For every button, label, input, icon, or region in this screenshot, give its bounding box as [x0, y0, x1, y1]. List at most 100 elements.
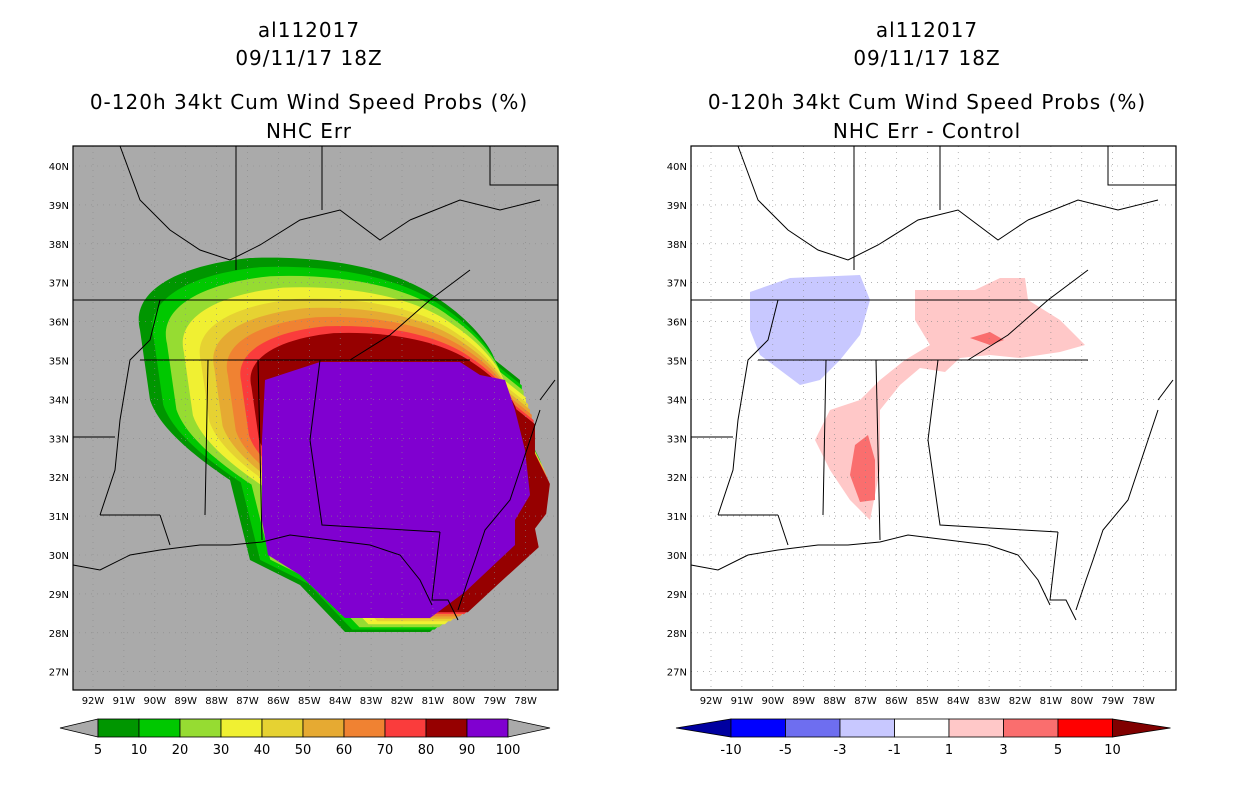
lon-tick-label: 86W	[885, 696, 908, 707]
colorbar-label: 60	[336, 743, 353, 758]
map-area	[691, 146, 1176, 690]
lat-tick-label: 27N	[667, 668, 687, 679]
lon-tick-label: 87W	[236, 696, 259, 707]
lat-tick-label: 39N	[49, 201, 69, 212]
colorbar-swatch	[1003, 718, 1059, 738]
init-time: 09/11/17 18Z	[235, 46, 383, 70]
lon-tick-label: 79W	[483, 696, 506, 707]
lat-tick-label: 30N	[49, 551, 69, 562]
colorbar-label: -3	[834, 743, 847, 758]
colorbar-label: 30	[213, 743, 230, 758]
lon-tick-label: 92W	[82, 696, 105, 707]
product-title: 0-120h 34kt Cum Wind Speed Probs (%)	[707, 90, 1147, 114]
lat-tick-label: 36N	[49, 318, 69, 329]
negative-diff-region	[750, 275, 870, 385]
lon-tick-label: 80W	[1070, 696, 1093, 707]
lon-tick-label: 84W	[329, 696, 352, 707]
colorbar-label: 5	[94, 743, 102, 758]
lon-tick-label: 81W	[422, 696, 445, 707]
colorbar-swatch	[839, 718, 895, 738]
colorbar-swatch	[730, 718, 786, 738]
lat-tick-label: 37N	[49, 279, 69, 290]
lon-tick-label: 78W	[514, 696, 537, 707]
lat-tick-label: 40N	[667, 162, 687, 173]
lon-tick-label: 82W	[1009, 696, 1032, 707]
lat-tick-label: 37N	[667, 279, 687, 290]
colorbar-swatch	[384, 718, 427, 738]
storm-id: al112017	[257, 18, 361, 42]
lat-tick-label: 35N	[49, 357, 69, 368]
product-subtitle: NHC Err	[265, 119, 353, 143]
colorbar-label: 100	[496, 743, 521, 758]
colorbar-swatch	[948, 718, 1004, 738]
colorbar-swatch	[425, 718, 468, 738]
lat-tick-label: 29N	[49, 590, 69, 601]
lat-tick-label: 30N	[667, 551, 687, 562]
prob-100-core	[262, 362, 530, 618]
lat-tick-label: 32N	[49, 473, 69, 484]
colorbar-swatch	[138, 718, 181, 738]
lat-tick-label: 33N	[667, 434, 687, 445]
colorbar-label: 10	[1104, 743, 1121, 758]
lon-tick-label: 89W	[792, 696, 815, 707]
lon-tick-label: 86W	[267, 696, 290, 707]
positive-diff-core	[970, 332, 1004, 345]
lat-tick-label: 35N	[667, 357, 687, 368]
colorbar-over-arrow	[507, 718, 551, 738]
colorbar-swatch	[179, 718, 222, 738]
lat-tick-label: 40N	[49, 162, 69, 173]
colorbar-label: -1	[888, 743, 901, 758]
lat-tick-label: 29N	[667, 590, 687, 601]
lat-tick-label: 31N	[49, 512, 69, 523]
lon-tick-label: 83W	[360, 696, 383, 707]
product-title: 0-120h 34kt Cum Wind Speed Probs (%)	[89, 90, 529, 114]
lat-tick-label: 27N	[49, 668, 69, 679]
colorbar-difference: -10 -5 -3 -1 1 3 5 10	[675, 718, 1171, 758]
colorbar-label: 90	[459, 743, 476, 758]
colorbar-label: 20	[172, 743, 189, 758]
colorbar-under-arrow	[59, 718, 99, 738]
colorbar-label: 10	[131, 743, 148, 758]
lon-tick-label: 82W	[391, 696, 414, 707]
colorbar-probabilities: 5 10 20 30 40 50 60 70 80 90 100	[59, 718, 551, 758]
lon-tick-label: 91W	[731, 696, 754, 707]
colorbar-under-arrow	[675, 718, 732, 738]
colorbar-label: 80	[418, 743, 435, 758]
positive-diff-region	[815, 278, 1085, 520]
colorbar-over-arrow	[1112, 718, 1171, 738]
lon-tick-label: 92W	[700, 696, 723, 707]
lat-tick-label: 34N	[49, 395, 69, 406]
probability-map: 40N 39N 38N 37N 36N 35N 34N 33N 32N 31N 30N 29N 28N 2…	[49, 145, 559, 707]
colorbar-swatch	[785, 718, 841, 738]
grid-lines	[691, 146, 1176, 690]
colorbar-label: 70	[377, 743, 394, 758]
colorbar-label: 50	[295, 743, 312, 758]
difference-field	[750, 275, 1085, 520]
colorbar-swatch	[97, 718, 140, 738]
lon-tick-label: 80W	[452, 696, 475, 707]
lon-tick-label: 87W	[854, 696, 877, 707]
colorbar-label: 40	[254, 743, 271, 758]
colorbar-swatch	[302, 718, 345, 738]
lat-tick-label: 31N	[667, 512, 687, 523]
product-subtitle: NHC Err - Control	[832, 119, 1022, 143]
lat-tick-label: 34N	[667, 395, 687, 406]
lon-tick-label: 84W	[947, 696, 970, 707]
colorbar-label: -5	[779, 743, 792, 758]
init-time: 09/11/17 18Z	[853, 46, 1001, 70]
lon-tick-label: 90W	[761, 696, 784, 707]
lon-tick-label: 78W	[1132, 696, 1155, 707]
lat-tick-label: 32N	[667, 473, 687, 484]
lat-tick-label: 39N	[667, 201, 687, 212]
lat-tick-label: 28N	[49, 629, 69, 640]
colorbar-swatch	[1057, 718, 1113, 738]
colorbar-label: 5	[1054, 743, 1062, 758]
state-borders-and-coastline	[690, 145, 1176, 621]
lon-tick-label: 88W	[205, 696, 228, 707]
lon-tick-label: 90W	[143, 696, 166, 707]
colorbar-swatch	[220, 718, 263, 738]
difference-map: 40N 39N 38N 37N 36N 35N 34N 33N 32N 31N 30N 29N 28N 2…	[667, 145, 1177, 707]
lat-tick-label: 38N	[49, 240, 69, 251]
colorbar-swatch	[894, 718, 950, 738]
lat-tick-label: 38N	[667, 240, 687, 251]
